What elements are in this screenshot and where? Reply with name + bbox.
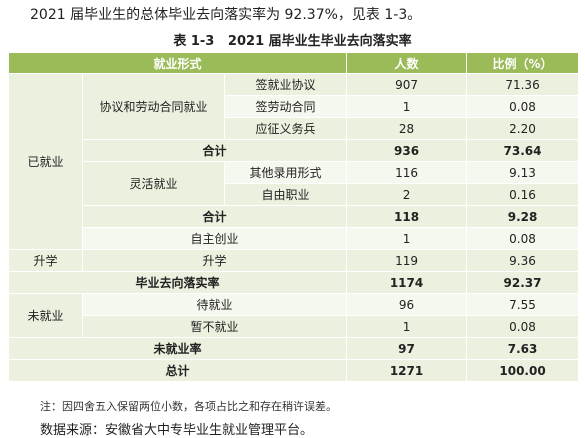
table: 就业形式 人数 比例（%） 已就业 协议和劳动合同就业 签就业协议 907 71… bbox=[7, 52, 580, 382]
cell: 签劳动合同 bbox=[223, 95, 348, 118]
cell: 0.08 bbox=[466, 95, 580, 118]
cell: 7.63 bbox=[466, 337, 580, 360]
cell: 已就业 bbox=[8, 73, 83, 250]
cell: 907 bbox=[346, 73, 468, 96]
cell: 未就业 bbox=[8, 293, 83, 338]
header-cell: 就业形式 bbox=[7, 52, 348, 74]
cell: 936 bbox=[346, 139, 468, 162]
cell: 1 bbox=[346, 95, 468, 118]
cell: 9.13 bbox=[466, 161, 580, 184]
cell: 73.64 bbox=[466, 139, 580, 162]
cell: 92.37 bbox=[466, 271, 580, 294]
cell: 116 bbox=[346, 161, 468, 184]
cell: 0.08 bbox=[466, 315, 580, 338]
note: 注：因四舍五入保留两位小数，各项占比之和存在稍许误差。 bbox=[40, 400, 337, 413]
cell: 9.36 bbox=[466, 249, 580, 272]
cell: 总计 bbox=[7, 359, 348, 382]
cell: 118 bbox=[346, 205, 468, 228]
cell: 7.55 bbox=[466, 293, 580, 316]
cell: 毕业去向落实率 bbox=[7, 271, 348, 294]
cell: 合计 bbox=[81, 205, 348, 228]
cell: 1271 bbox=[346, 359, 468, 382]
caption: 表 1-3 2021 届毕业生毕业去向落实率 bbox=[173, 34, 412, 49]
intro: 2021 届毕业生的总体毕业去向落实率为 92.37%，见表 1-3。 bbox=[30, 7, 422, 23]
source: 数据来源：安徽省大中专毕业生就业管理平台。 bbox=[40, 423, 314, 438]
cell: 升学 bbox=[8, 249, 83, 272]
cell: 0.16 bbox=[466, 183, 580, 206]
cell: 合计 bbox=[81, 139, 348, 162]
cell: 应征义务兵 bbox=[223, 117, 348, 140]
cell: 0.08 bbox=[466, 227, 580, 250]
cell: 71.36 bbox=[466, 73, 580, 96]
cell: 119 bbox=[346, 249, 468, 272]
cell: 其他录用形式 bbox=[223, 161, 348, 184]
cell: 2.20 bbox=[466, 117, 580, 140]
cell: 1 bbox=[346, 227, 468, 250]
cell: 签就业协议 bbox=[223, 73, 348, 96]
cell: 暂不就业 bbox=[81, 315, 348, 338]
cell: 96 bbox=[346, 293, 468, 316]
cell: 升学 bbox=[81, 249, 348, 272]
header-cell: 人数 bbox=[346, 52, 468, 74]
cell: 自主创业 bbox=[81, 227, 348, 250]
cell: 协议和劳动合同就业 bbox=[82, 73, 225, 140]
cell: 97 bbox=[346, 337, 468, 360]
cell: 1174 bbox=[346, 271, 468, 294]
cell: 2 bbox=[346, 183, 468, 206]
header-cell: 比例（%） bbox=[466, 52, 580, 74]
cell: 100.00 bbox=[466, 359, 580, 382]
cell: 未就业率 bbox=[7, 337, 348, 360]
cell: 28 bbox=[346, 117, 468, 140]
cell: 待就业 bbox=[81, 293, 348, 316]
cell: 自由职业 bbox=[223, 183, 348, 206]
cell: 灵活就业 bbox=[82, 161, 225, 206]
header-row: 就业形式 人数 比例（%） bbox=[7, 52, 580, 74]
cell: 9.28 bbox=[466, 205, 580, 228]
cell: 1 bbox=[346, 315, 468, 338]
